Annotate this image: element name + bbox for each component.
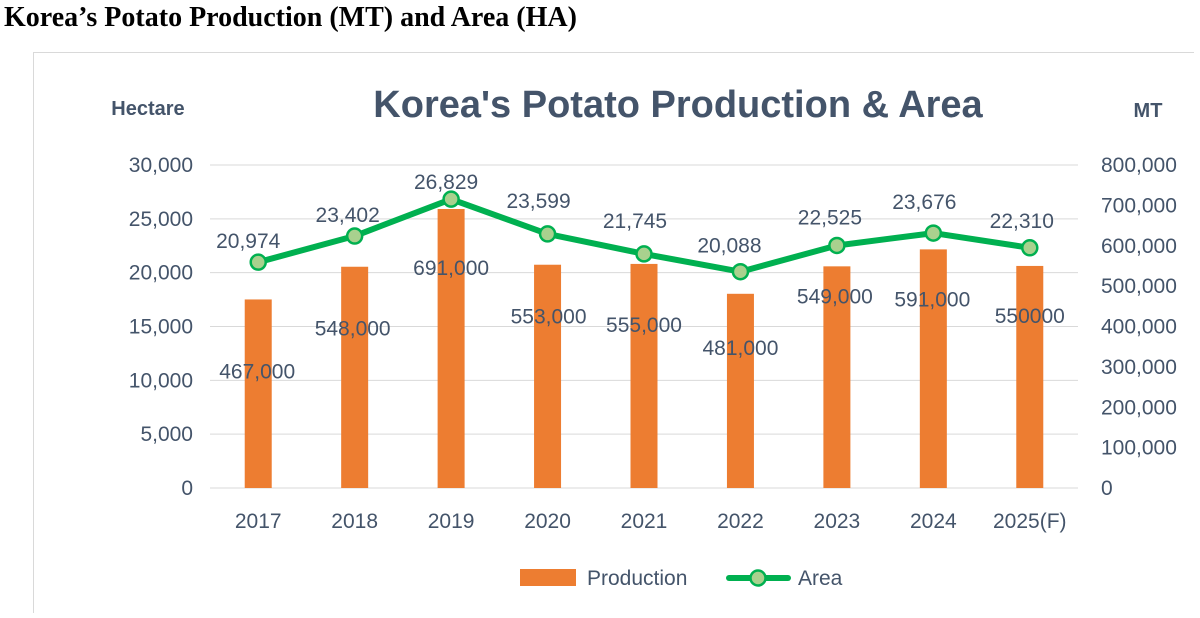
chart-frame [33,52,1194,613]
area-point-2023 [828,236,846,255]
production-data-label: 555,000 [606,314,682,337]
production-bar-2025(F) [1016,265,1044,488]
area-data-label: 23,402 [316,204,380,227]
x-tick-labels: 2017 2018 2019 2020 2021 2022 2023 2024 2025(F) [235,510,1067,533]
production-data-label: 550000 [995,305,1065,328]
y-right-tick-label: 800,000 [1101,154,1177,177]
x-tick-label: 2024 [910,510,957,533]
area-point-2019 [442,190,460,208]
area-point-2022 [731,262,750,281]
legend-production-label: Production [587,567,687,590]
y-left-tick-label: 30,000 [129,154,193,177]
area-data-label: 23,676 [892,191,956,214]
production-bar-2023 [823,266,851,488]
area-data-label: 21,745 [603,210,667,233]
area-data-labels: 20,974 23,402 26,829 23,599 21,745 20,088 22,5… [216,171,1054,258]
production-data-label: 553,000 [511,306,587,329]
production-data-label: 549,000 [797,285,873,308]
area-point-2024 [924,224,943,242]
x-tick-label: 2025(F) [993,510,1067,533]
production-data-label: 691,000 [413,257,489,280]
x-tick-label: 2017 [235,510,282,533]
x-tick-label: 2021 [621,510,668,533]
legend-area-marker [749,569,767,587]
legend-production-swatch [520,569,576,586]
y-left-tick-label: 5,000 [140,423,193,446]
production-bar-2018 [341,266,369,488]
production-bar-2022 [726,293,754,488]
production-data-labels: 467,000 548,000 691,000 553,000 555,000 481,0… [219,257,1065,383]
y-left-tick-label: 25,000 [129,208,193,231]
x-tick-label: 2023 [814,510,861,533]
y-left-tick-label: 20,000 [129,262,193,285]
x-tick-label: 2019 [428,510,475,533]
y-right-tick-label: 200,000 [1101,396,1177,419]
y-right-axis-title: MT [1134,100,1163,122]
page-heading: Korea’s Potato Production (MT) and Area … [4,2,577,33]
production-data-label: 548,000 [315,318,391,341]
y-right-tick-label: 700,000 [1101,194,1177,217]
y-left-tick-label: 10,000 [129,369,193,392]
area-line-series [249,190,1039,281]
area-point-2017 [249,253,267,271]
y-left-tick-label: 0 [181,477,193,500]
y-right-tick-label: 400,000 [1101,316,1177,339]
production-bar-2019 [437,209,465,489]
y-right-tick-label: 0 [1101,477,1113,500]
area-data-label: 23,599 [506,190,570,213]
y-left-tick-label: 15,000 [129,316,193,339]
area-point-2020 [538,225,557,243]
y-right-tick-label: 100,000 [1101,437,1177,460]
area-point-2025(F) [1021,239,1039,257]
legend-area-label: Area [798,567,843,590]
x-tick-label: 2020 [524,510,571,533]
area-point-2021 [635,245,653,263]
area-point-2018 [345,227,364,245]
x-tick-label: 2022 [717,510,764,533]
y-right-tick-label: 500,000 [1101,275,1177,298]
area-data-label: 20,088 [697,235,761,258]
production-data-label: 591,000 [894,288,970,311]
production-data-label: 467,000 [219,360,295,383]
area-data-label: 22,525 [798,206,862,229]
y-right-tick-label: 600,000 [1101,235,1177,258]
production-bars [244,209,1044,489]
y-right-tick-labels: 0 100,000 200,000 300,000 400,000 500,000 600,… [1101,154,1177,500]
chart-title: Korea's Potato Production & Area [373,84,983,126]
x-tick-label: 2018 [331,510,378,533]
production-bar-2017 [244,299,272,488]
area-data-label: 26,829 [414,171,478,194]
production-data-label: 481,000 [702,337,778,360]
production-bar-2021 [630,263,658,488]
y-left-axis-title: Hectare [111,98,184,120]
area-data-label: 22,310 [990,210,1054,233]
production-bar-2024 [919,249,947,488]
y-right-tick-label: 300,000 [1101,356,1177,379]
y-left-tick-labels: 0 5,000 10,000 15,000 20,000 25,000 30,000 [129,154,193,500]
area-data-label: 20,974 [216,230,281,253]
legend: Production Area [520,567,843,590]
production-bar-2020 [534,264,562,488]
